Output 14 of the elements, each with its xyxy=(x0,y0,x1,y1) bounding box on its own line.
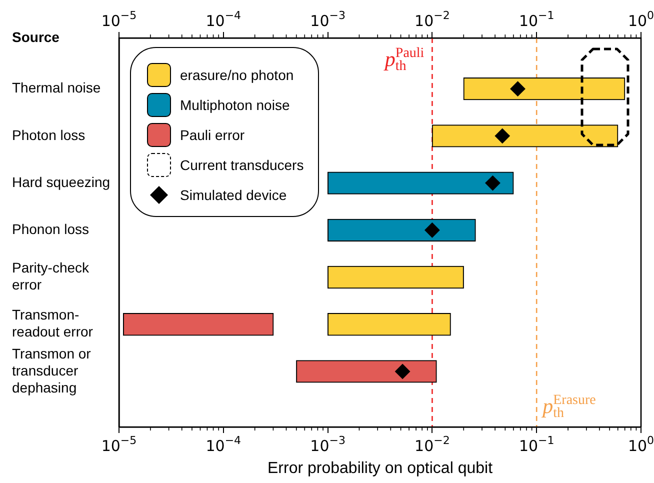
legend-label: Simulated device xyxy=(180,187,287,203)
legend-label: Pauli error xyxy=(180,127,245,143)
legend-label: erasure/no photon xyxy=(180,67,294,83)
legend-label: Multiphoton noise xyxy=(180,97,290,113)
x-axis-title: Error probability on optical qubit xyxy=(267,460,494,477)
y-tick-label: Hard squeezing xyxy=(12,174,110,190)
y-tick-label: Transmon or transducer dephasing xyxy=(12,345,92,396)
y-tick-label: Phonon loss xyxy=(12,221,90,238)
y-tick-label: Parity-check error xyxy=(12,260,90,293)
y-axis-title: Source xyxy=(12,29,60,45)
y-tick-label: Photon loss xyxy=(12,126,86,143)
y-tick-label: Transmon-readout error xyxy=(12,306,94,340)
annotation: Current transducers xyxy=(180,157,304,173)
y-tick-label: Thermal noise xyxy=(12,80,101,96)
